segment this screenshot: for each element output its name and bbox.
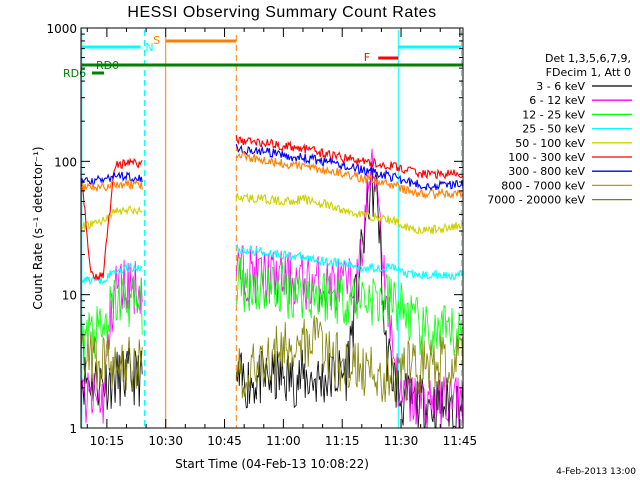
series-line-4-seg2	[235, 243, 464, 281]
legend-header-1: Det 1,3,5,6,7,9,	[545, 52, 631, 65]
series-line-8-seg1	[80, 179, 143, 192]
legend-header-2: FDecim 1, Att 0	[546, 66, 631, 79]
y-tick-label: 10	[62, 289, 77, 303]
x-tick-label: 11:30	[384, 434, 419, 448]
series-line-5-seg1	[80, 205, 143, 231]
night-label: N	[145, 41, 153, 54]
series-line-9-seg2	[235, 315, 464, 403]
x-tick-label: 11:45	[443, 434, 478, 448]
legend-label: 3 - 6 keV	[536, 80, 585, 93]
x-tick-label: 10:45	[207, 434, 242, 448]
y-tick-label: 1000	[46, 22, 77, 36]
x-tick-label: 10:15	[90, 434, 125, 448]
axis-ticks: 10:15 10:30 10:45 11:00 11:15 11:30 11:45 1 10 10…	[46, 22, 477, 448]
legend-label: 300 - 800 keV	[508, 165, 585, 178]
series-line-4-seg1	[80, 262, 143, 286]
saa-label: S	[153, 34, 160, 47]
series-line-7-seg2	[235, 144, 464, 192]
series-line-9-seg1	[80, 331, 143, 391]
flare-label: F	[364, 51, 370, 64]
series-line-2-seg1	[80, 259, 143, 424]
series-line-1-seg2	[235, 164, 464, 430]
series-line-6-seg1	[80, 157, 143, 282]
rd0-label: RD0	[96, 59, 119, 72]
series-line-8-seg2	[236, 151, 464, 200]
chart-title: HESSI Observing Summary Count Rates	[127, 4, 436, 21]
observation-flags: NS F RD0 RD6	[63, 30, 463, 428]
series-line-6-seg2	[235, 135, 464, 180]
x-axis-label: Start Time (04-Feb-13 10:08:22)	[175, 457, 369, 471]
legend-label: 50 - 100 keV	[515, 137, 585, 150]
y-tick-label: 1	[69, 422, 77, 436]
legend-label: 800 - 7000 keV	[501, 179, 585, 192]
series-line-7-seg1	[80, 171, 143, 186]
legend-label: 12 - 25 keV	[522, 108, 585, 121]
legend-label: 25 - 50 keV	[522, 123, 585, 136]
y-axis-label: Count Rate (s⁻¹ detector⁻¹)	[31, 146, 45, 309]
legend-label: 6 - 12 keV	[529, 94, 585, 107]
x-tick-label: 10:30	[148, 434, 183, 448]
series-line-5-seg2	[235, 192, 464, 235]
plot-frame	[80, 27, 464, 429]
series-line-3-seg2	[235, 256, 464, 356]
x-tick-label: 11:15	[325, 434, 360, 448]
series-line-3-seg1	[80, 277, 143, 361]
rd6-label: RD6	[63, 67, 86, 80]
legend-label: 100 - 300 keV	[508, 151, 585, 164]
y-tick-label: 100	[54, 155, 77, 169]
series-group	[80, 135, 464, 430]
legend-label: 7000 - 20000 keV	[487, 194, 585, 207]
generation-timestamp: 4-Feb-2013 13:00	[556, 467, 636, 477]
x-tick-label: 11:00	[266, 434, 301, 448]
